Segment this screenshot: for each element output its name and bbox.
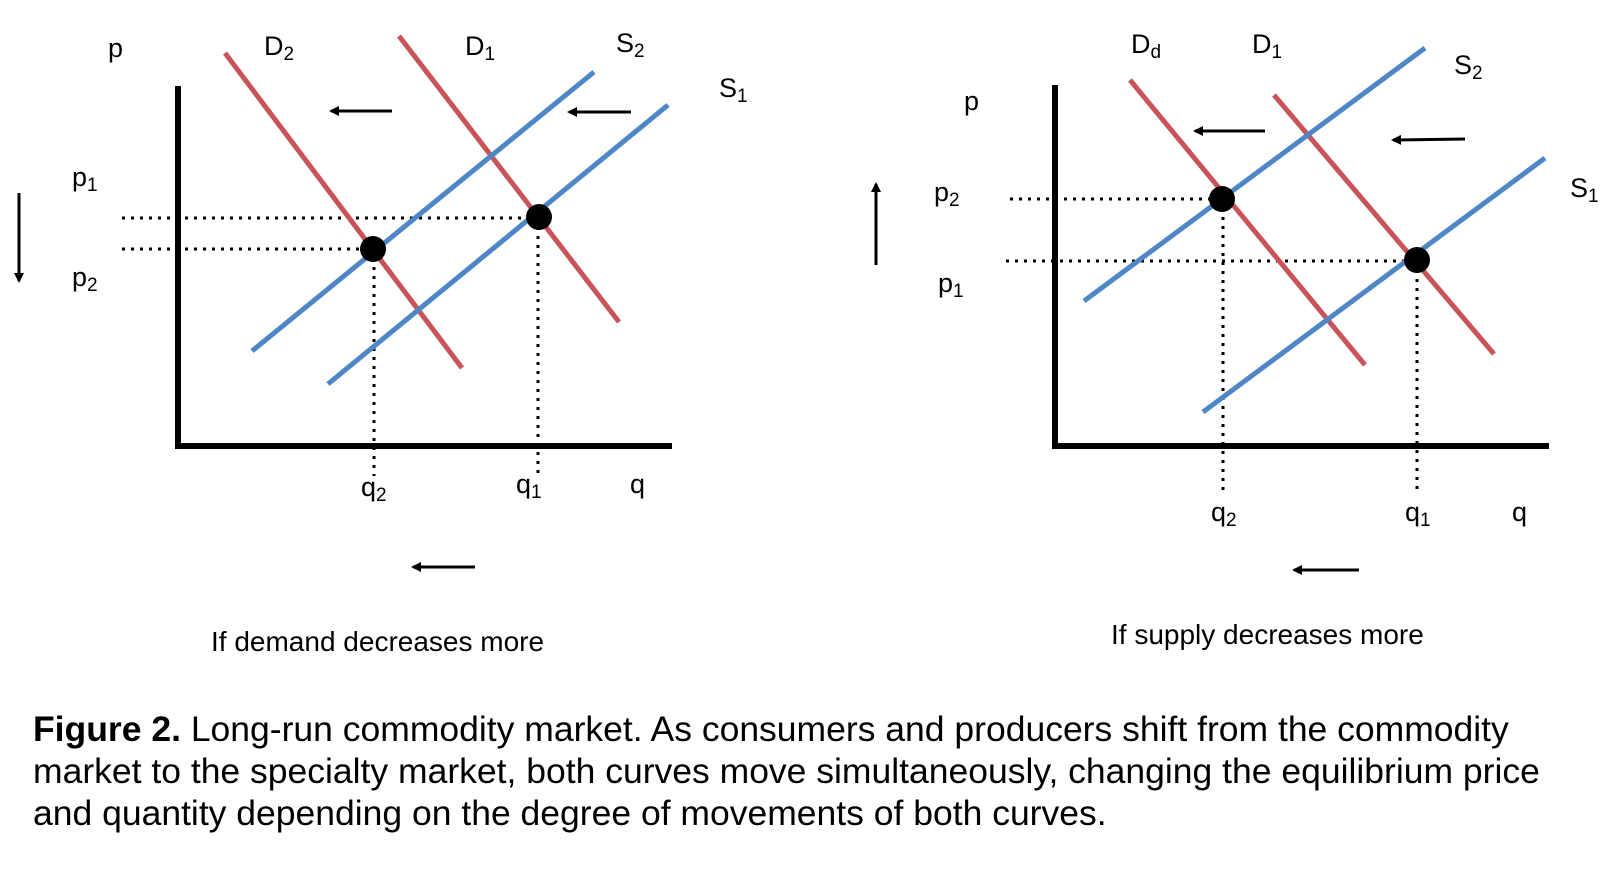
panel-left: p q D2 D1 S2 S1 p1 p2 q2 q1 If demand de… (14, 28, 748, 657)
quantity-label-q1: q1 (516, 469, 542, 503)
demand-curve-dd (1128, 78, 1367, 367)
supply-curve-s1 (1201, 155, 1547, 415)
demand-curve-d2 (223, 51, 464, 370)
demand-curve-d1 (1272, 93, 1496, 356)
demand-curve-d1 (397, 34, 621, 324)
equilibrium-point-original (526, 204, 552, 230)
curve-label-s1: S1 (719, 73, 748, 107)
supply-curve-s2 (1082, 45, 1427, 304)
curve-label-dd: Dd (1131, 29, 1161, 63)
price-label-p1: p1 (72, 162, 98, 196)
curve-label-s2: S2 (616, 28, 645, 62)
price-label-p2: p2 (934, 177, 960, 211)
y-axis-label: p (964, 86, 979, 116)
price-label-p2: p2 (72, 262, 98, 296)
panel-caption-left: If demand decreases more (211, 626, 544, 657)
price-label-p1: p1 (938, 268, 964, 302)
figure-caption-text: Long-run commodity market. As consumers … (33, 709, 1540, 833)
supply-curve-s2 (250, 70, 596, 353)
figure-caption: Figure 2. Long-run commodity market. As … (33, 708, 1593, 834)
supply-demand-figure: p q D2 D1 S2 S1 p1 p2 q2 q1 If demand de… (14, 28, 1599, 657)
panel-caption-right: If supply decreases more (1111, 619, 1424, 650)
quantity-label-q2: q2 (361, 472, 387, 506)
curve-label-s1: S1 (1570, 173, 1599, 207)
panel-right: p q Dd D1 S2 S1 p2 p1 q2 q1 If supply de… (871, 29, 1599, 650)
figure-caption-label: Figure 2. (33, 709, 181, 749)
supply-shift-arrow (1391, 134, 1466, 145)
equilibrium-point-new (1209, 186, 1235, 212)
y-axis-label: p (108, 33, 123, 63)
curve-label-s2: S2 (1454, 50, 1483, 84)
equilibrium-point-original (1404, 247, 1430, 273)
equilibrium-point-new (360, 236, 386, 262)
curve-label-d1: D1 (1252, 29, 1282, 63)
x-axis-label: q (1512, 497, 1527, 527)
quantity-label-q1: q1 (1405, 497, 1431, 531)
curve-label-d2: D2 (264, 31, 294, 65)
curve-label-d1: D1 (465, 31, 495, 65)
x-axis-label: q (630, 469, 645, 499)
quantity-label-q2: q2 (1211, 497, 1237, 531)
supply-curve-s1 (326, 103, 670, 386)
